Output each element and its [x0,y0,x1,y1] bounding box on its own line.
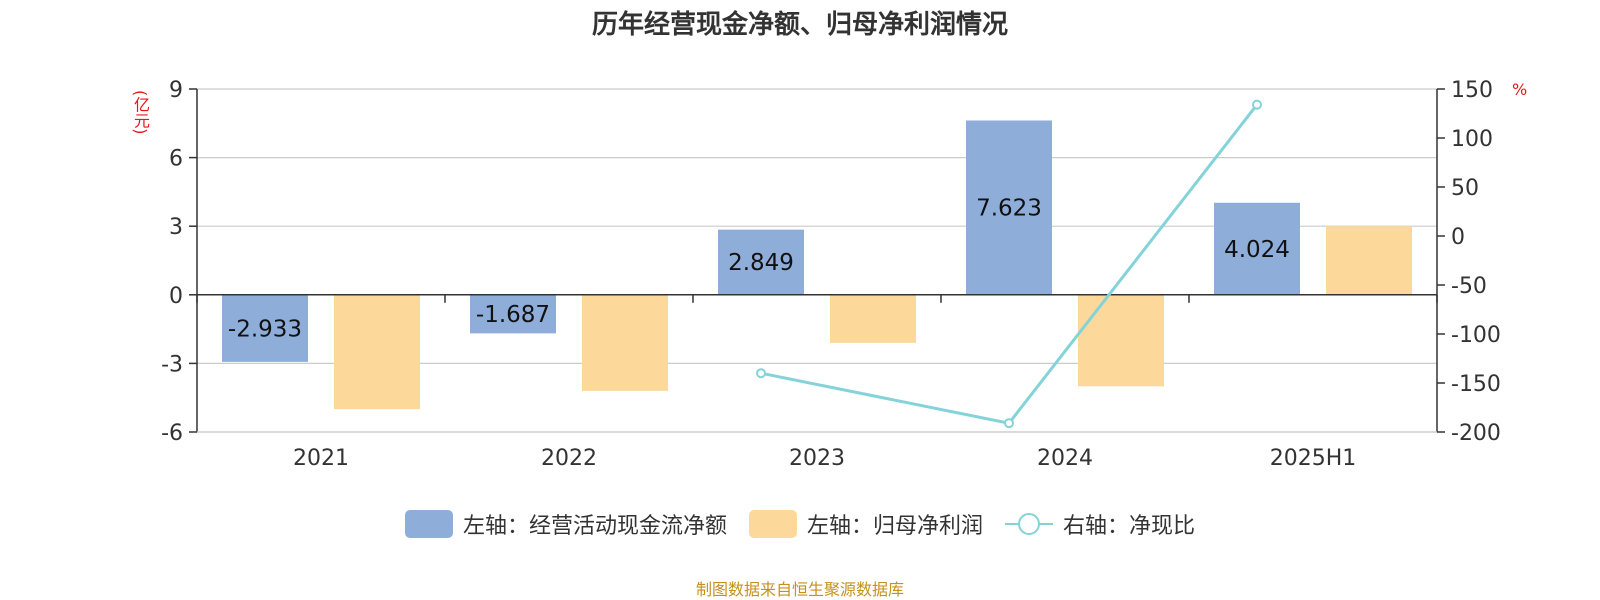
x-axis-category-label: 2023 [789,446,845,471]
right-axis-tick-label: -200 [1451,421,1501,446]
right-axis-tick-label: -50 [1451,274,1487,299]
ratio-point [756,368,766,379]
right-axis-tick-label: 50 [1451,176,1479,201]
bar-cashflow [718,229,804,295]
chart-canvas: -6 -3 0 3 6 9 -200 -150 -100 -50 0 50 100 150 -2.933 -1… [161,78,1501,471]
left-axis-tick-label: 9 [169,78,183,103]
left-axis-tick-label: -6 [161,421,183,446]
bar-cashflow [222,294,308,362]
bar-net-profit [830,294,916,343]
x-axis-category-label: 2022 [541,446,597,471]
right-axis-unit: % [1512,80,1528,99]
right-axis-tick-label: 0 [1451,225,1465,250]
ratio-point [1252,99,1262,110]
legend-label-net-profit: 左轴：归母净利润 [806,514,983,539]
x-axis-category-label: 2021 [293,446,349,471]
data-source-note: 制图数据来自恒生聚源数据库 [695,580,904,599]
bar-cashflow [1214,202,1300,295]
legend-item-cashflow[interactable]: 左轴：经营活动现金流净额 [404,508,727,540]
legend-label-cashflow: 左轴：经营活动现金流净额 [462,514,727,539]
left-axis-tick-label: 3 [169,215,183,240]
right-axis-tick-label: -100 [1451,323,1501,348]
bar-data-label: 7.623 [976,196,1042,222]
bar-net-profit [1078,294,1164,387]
legend: 左轴：经营活动现金流净额 左轴：归母净利润 右轴：净现比 [0,508,1600,540]
right-axis-tick-label: 100 [1451,127,1493,152]
legend-swatch-ratio [1005,513,1053,535]
legend-label-ratio: 右轴：净现比 [1063,514,1196,539]
bar-data-label: 4.024 [1224,237,1290,263]
legend-swatch-net-profit [748,510,797,538]
bar-data-label: 2.849 [728,250,794,276]
left-axis-tick-label: 6 [169,147,183,172]
left-axis-tick-label: 0 [169,284,183,309]
bar-cashflow [470,294,556,334]
right-axis-tick-label: 150 [1451,78,1493,103]
bar-data-label: -2.933 [228,316,302,342]
bar-data-label: -1.687 [476,302,550,328]
bar-net-profit [334,294,420,410]
bar-net-profit [582,294,668,391]
x-axis-category-label: 2024 [1037,446,1093,471]
ratio-point [1004,418,1014,429]
right-axis-tick-label: -150 [1451,372,1501,397]
bar-net-profit [1326,226,1412,295]
bar-cashflow [966,120,1052,295]
x-axis-category-label: 2025H1 [1270,446,1357,471]
chart-title: 历年经营现金净额、归母净利润情况 [591,10,1008,40]
left-axis-unit: (亿元) [131,90,150,135]
legend-swatch-cashflow [404,510,453,538]
left-axis-tick-label: -3 [161,352,183,377]
legend-item-net-profit[interactable]: 左轴：归母净利润 [748,508,983,540]
legend-item-ratio[interactable]: 右轴：净现比 [1005,508,1195,540]
